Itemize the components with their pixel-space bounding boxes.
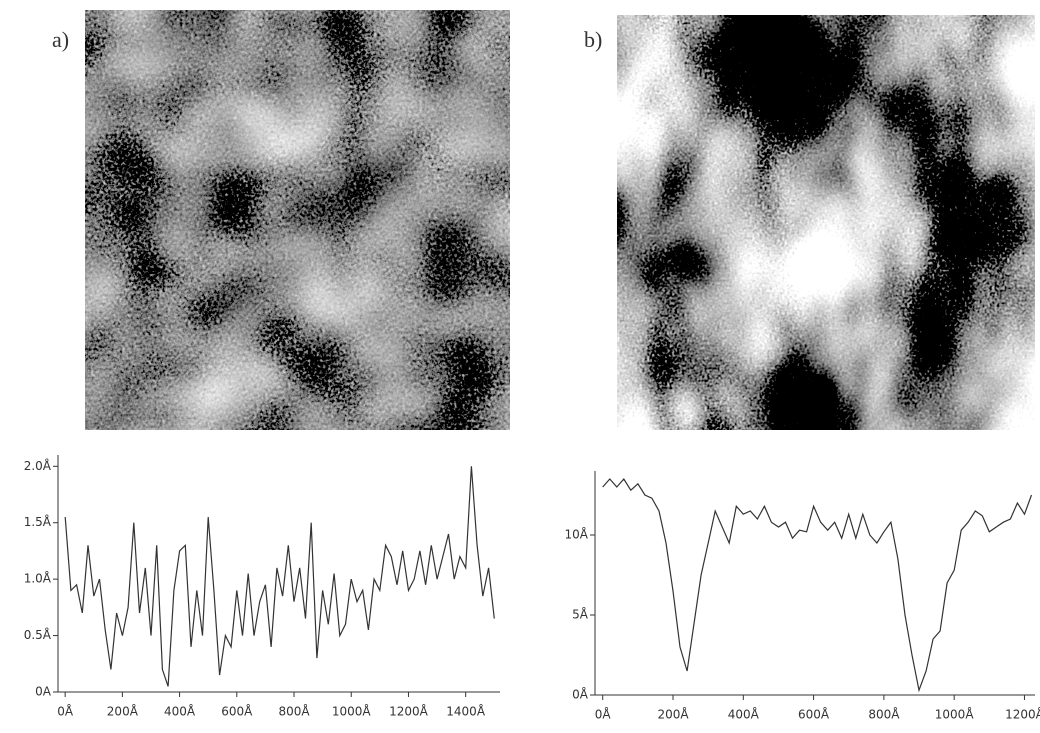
stm-image-b — [617, 15, 1035, 430]
x-tick-label: 800Å — [278, 704, 310, 719]
y-tick-label: 1.5Å — [24, 514, 52, 529]
stm-image-a — [85, 10, 510, 430]
x-tick-label: 1000Å — [332, 704, 372, 719]
x-tick-label: 400Å — [728, 707, 760, 722]
x-tick-label: 1000Å — [935, 707, 975, 722]
x-tick-label: 200Å — [657, 707, 689, 722]
y-tick-label: 5Å — [572, 607, 589, 622]
y-tick-label: 2.0Å — [24, 458, 52, 473]
y-tick-label: 0A — [35, 685, 52, 699]
x-tick-label: 400Å — [164, 704, 196, 719]
profile-line — [602, 477, 1033, 693]
panel-label: b) — [584, 27, 602, 52]
x-tick-label: 0Å — [57, 704, 74, 719]
x-tick-label: 1200Å — [1005, 707, 1040, 722]
y-tick-label: 1.0Å — [24, 571, 52, 586]
x-tick-label: 0Å — [595, 707, 612, 722]
y-tick-label: 0.5Å — [24, 627, 52, 642]
x-tick-label: 800Å — [868, 707, 900, 722]
y-tick-label: 0Å — [572, 687, 589, 702]
x-tick-label: 600Å — [798, 707, 830, 722]
x-tick-label: 1400Å — [446, 704, 486, 719]
y-tick-label: 10Å — [565, 527, 589, 542]
x-tick-label: 1200Å — [389, 704, 429, 719]
panel-label: a) — [52, 27, 69, 52]
profile-line — [64, 466, 495, 687]
x-tick-label: 200Å — [107, 704, 139, 719]
x-tick-label: 600Å — [221, 704, 253, 719]
